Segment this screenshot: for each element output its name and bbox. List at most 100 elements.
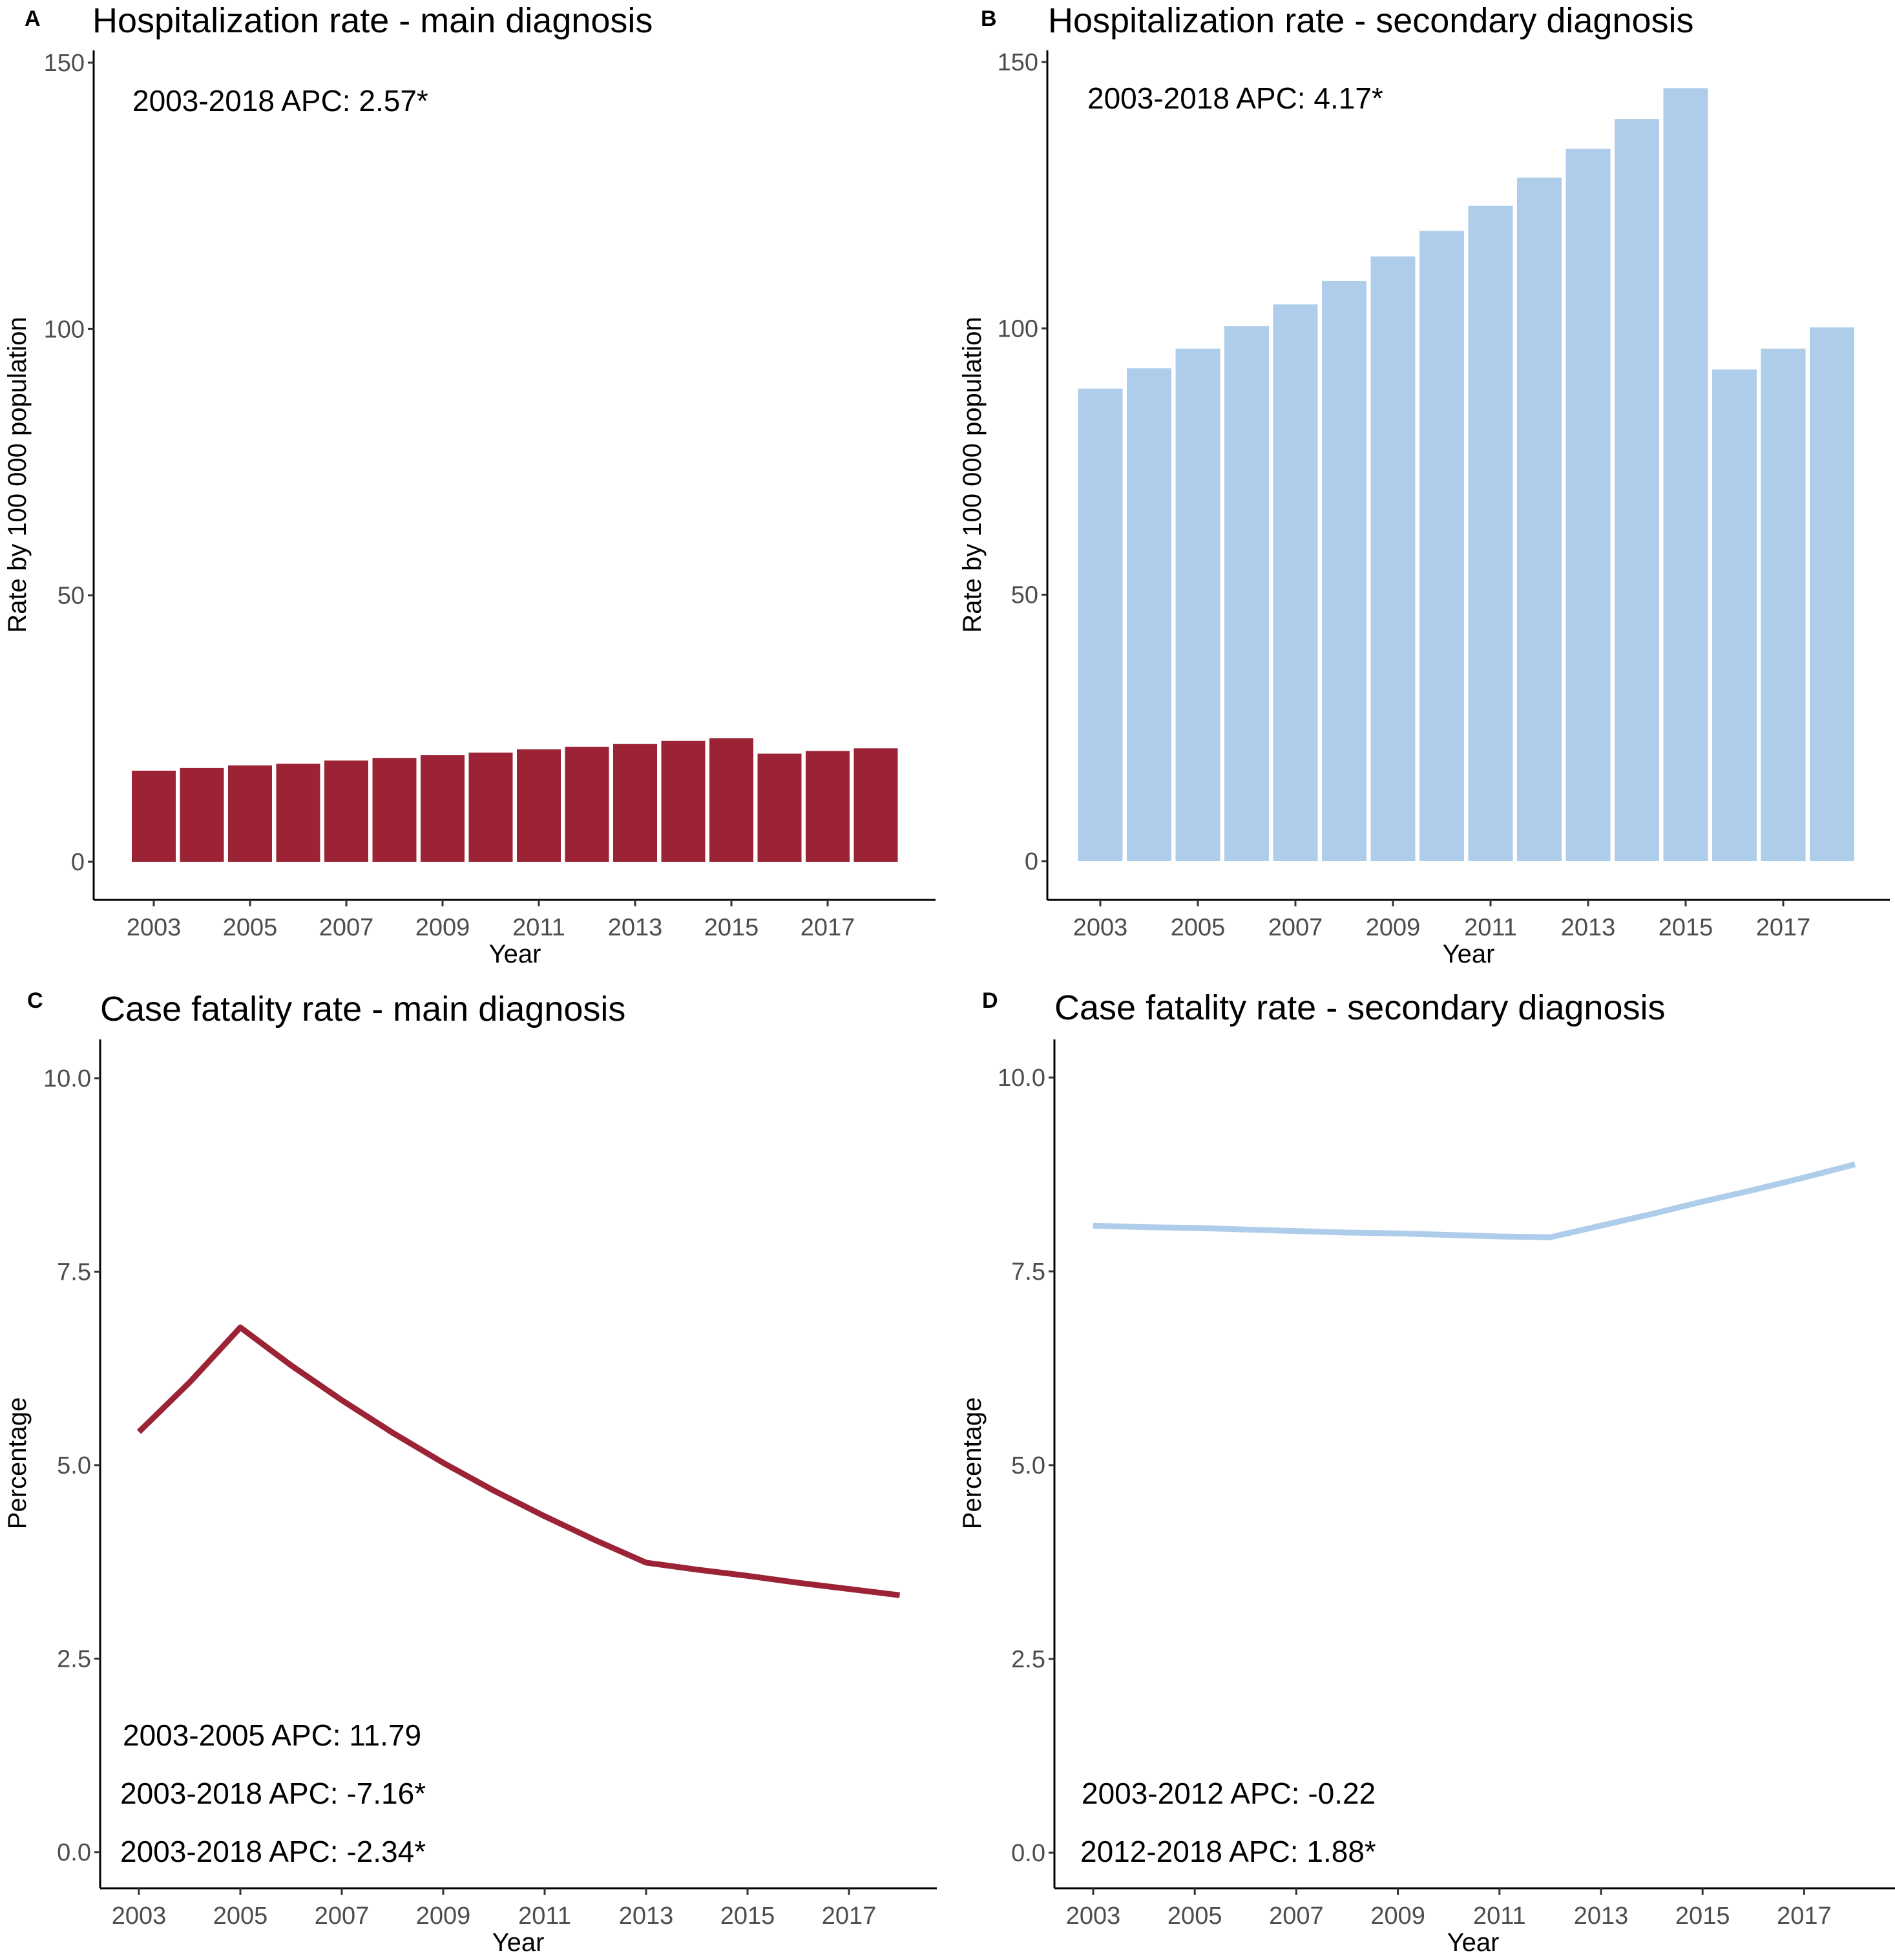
x-tick-label: 2009: [1366, 914, 1421, 941]
bar-2004: [1127, 368, 1171, 861]
x-tick-label: 2009: [1370, 1903, 1425, 1930]
y-tick-label: 50: [1011, 582, 1038, 609]
panel-b: B Hospitalization rate - secondary diagn…: [958, 1, 1890, 968]
bar-2014: [1615, 119, 1659, 861]
bar-2017: [806, 751, 850, 862]
x-tick-label: 2013: [619, 1903, 674, 1930]
y-axis-title: Rate by 100 000 population: [3, 317, 32, 632]
panel-letter: A: [25, 6, 41, 31]
bar-2015: [709, 738, 753, 862]
apc-annotation: 2003-2018 APC: 2.57*: [132, 84, 428, 118]
bar-2004: [180, 767, 224, 862]
apc-annotation-2: 2003-2018 APC: -7.16*: [120, 1777, 426, 1810]
x-tick-label: 2013: [1574, 1903, 1629, 1930]
panel-title: Case fatality rate - main diagnosis: [100, 990, 625, 1028]
x-tick-label: 2015: [1675, 1903, 1730, 1930]
x-tick-label: 2009: [415, 914, 470, 941]
bar-2013: [613, 744, 657, 862]
series-line: [1093, 1162, 1856, 1240]
bar-2008: [372, 758, 417, 862]
y-tick-label: 5.0: [57, 1452, 91, 1479]
panel-title: Hospitalization rate - secondary diagnos…: [1048, 1, 1694, 40]
bar-2006: [276, 764, 320, 862]
x-tick-label: 2015: [720, 1903, 775, 1930]
bar-2016: [757, 753, 802, 862]
x-tick-label: 2013: [608, 914, 663, 941]
y-tick-label: 100: [44, 316, 85, 343]
bar-2008: [1322, 280, 1366, 861]
x-tick-label: 2005: [213, 1903, 268, 1930]
apc-annotation-3: 2003-2018 APC: -2.34*: [120, 1835, 426, 1868]
y-axis-title: Percentage: [3, 1397, 32, 1530]
panel-c: C Case fatality rate - main diagnosis Pe…: [3, 988, 937, 1957]
x-tick-label: 2003: [1066, 1903, 1121, 1930]
x-tick-label: 2003: [127, 914, 182, 941]
x-axis-title: Year: [489, 940, 541, 968]
bar-2017: [1761, 348, 1806, 861]
bar-2012: [565, 746, 609, 862]
x-tick-label: 2013: [1561, 914, 1616, 941]
bar-2011: [1468, 205, 1513, 861]
y-tick-label: 0.0: [1011, 1840, 1045, 1867]
apc-annotation-1: 2003-2005 APC: 11.79: [123, 1718, 421, 1752]
x-tick-label: 2003: [112, 1903, 167, 1930]
bar-2011: [517, 749, 561, 862]
y-tick-label: 5.0: [1011, 1452, 1045, 1479]
x-tick-label: 2017: [822, 1903, 877, 1930]
x-tick-label: 2007: [1268, 914, 1323, 941]
y-tick-label: 50: [58, 583, 85, 610]
x-tick-label: 2011: [1464, 914, 1517, 941]
y-tick-label: 2.5: [57, 1646, 91, 1673]
bar-2003: [1078, 388, 1123, 861]
bar-2005: [1175, 348, 1220, 861]
y-tick-label: 0.0: [57, 1839, 91, 1866]
y-tick-label: 7.5: [57, 1259, 91, 1286]
bar-2015: [1663, 88, 1708, 861]
bar-2012: [1517, 177, 1562, 862]
x-axis-title: Year: [1447, 1928, 1500, 1957]
panel-letter: C: [27, 988, 43, 1013]
x-tick-label: 2007: [315, 1903, 370, 1930]
y-tick-label: 150: [998, 49, 1038, 76]
panel-a: A Hospitalization rate - main diagnosis …: [3, 1, 936, 968]
apc-annotation: 2003-2018 APC: 4.17*: [1087, 81, 1383, 115]
bar-2007: [324, 760, 368, 862]
x-tick-label: 2017: [1777, 1903, 1832, 1930]
bar-2014: [661, 740, 706, 862]
y-axis-title: Rate by 100 000 population: [958, 317, 987, 632]
x-axis-title: Year: [1443, 940, 1495, 968]
y-tick-label: 10.0: [998, 1065, 1045, 1092]
bar-2005: [228, 765, 272, 862]
x-tick-label: 2011: [512, 914, 565, 941]
series-line: [136, 1324, 901, 1598]
y-tick-label: 7.5: [1011, 1258, 1045, 1286]
panel-title: Hospitalization rate - main diagnosis: [92, 1, 653, 40]
x-tick-label: 2011: [518, 1903, 571, 1930]
y-tick-label: 100: [998, 315, 1038, 342]
x-tick-label: 2015: [1659, 914, 1713, 941]
bar-2009: [421, 755, 465, 862]
x-tick-label: 2017: [1756, 914, 1811, 941]
bar-2018: [1810, 327, 1854, 862]
panel-letter: D: [982, 988, 998, 1013]
x-tick-label: 2015: [704, 914, 759, 941]
x-tick-label: 2003: [1073, 914, 1128, 941]
x-tick-label: 2005: [1171, 914, 1226, 941]
y-tick-label: 0: [1025, 848, 1038, 875]
panel-title: Case fatality rate - secondary diagnosis: [1054, 988, 1665, 1027]
bar-2009: [1370, 256, 1416, 862]
bar-2007: [1273, 304, 1318, 861]
y-tick-label: 2.5: [1011, 1646, 1045, 1673]
bar-2010: [468, 752, 513, 862]
x-tick-label: 2011: [1473, 1903, 1526, 1930]
x-tick-label: 2005: [1167, 1903, 1222, 1930]
bar-2016: [1712, 369, 1757, 861]
x-tick-label: 2007: [1269, 1903, 1324, 1930]
apc-annotation-1: 2003-2012 APC: -0.22: [1082, 1777, 1376, 1810]
panel-letter: B: [981, 6, 997, 31]
y-tick-label: 10.0: [43, 1065, 91, 1092]
bar-2006: [1224, 326, 1269, 861]
y-axis-title: Percentage: [958, 1397, 987, 1530]
x-axis-title: Year: [492, 1928, 545, 1957]
